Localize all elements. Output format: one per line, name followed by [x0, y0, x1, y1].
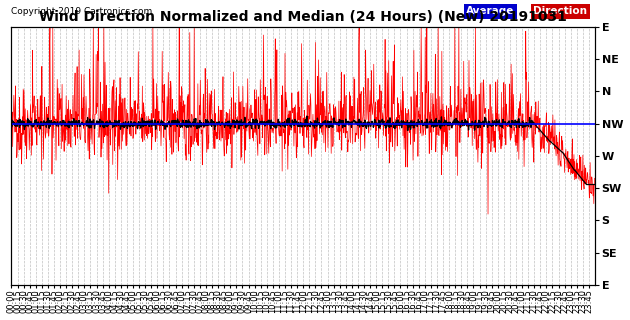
Title: Wind Direction Normalized and Median (24 Hours) (New) 20191031: Wind Direction Normalized and Median (24…	[39, 10, 567, 24]
Text: Direction: Direction	[534, 6, 587, 16]
Text: Average: Average	[466, 6, 515, 16]
Text: Copyright 2019 Cartronics.com: Copyright 2019 Cartronics.com	[11, 7, 152, 16]
